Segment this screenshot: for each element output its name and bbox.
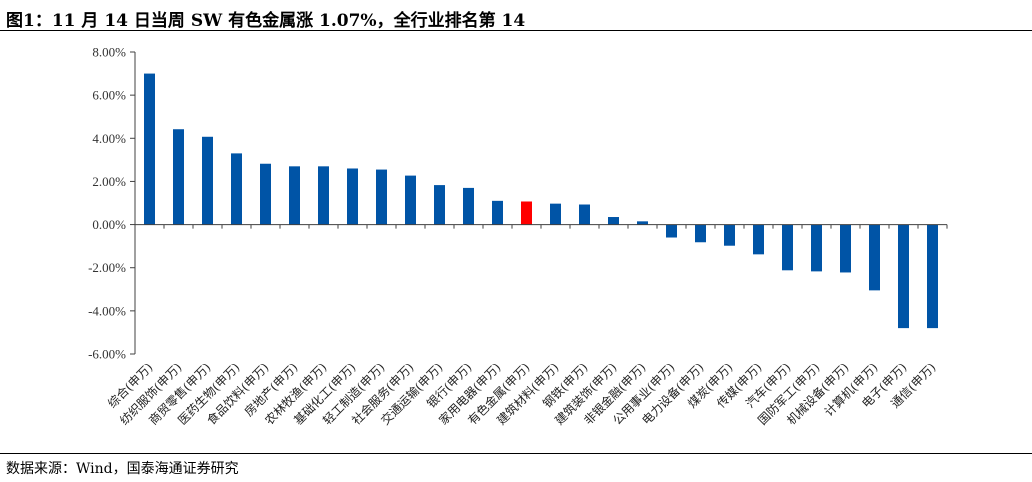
- bar: [434, 185, 445, 225]
- bar: [637, 221, 648, 225]
- bar: [927, 224, 938, 329]
- y-tick-label: -4.00%: [88, 303, 126, 318]
- bar: [753, 224, 764, 255]
- bar: [782, 224, 793, 271]
- top-divider: [0, 30, 1032, 31]
- bar: [318, 166, 329, 225]
- bar: [608, 217, 619, 225]
- x-axis: [134, 224, 948, 229]
- bar-chart: 8.00% 6.00% 4.00% 2.00% 0.00% -2.00% -4.00% -6.…: [88, 45, 948, 428]
- bar: [463, 187, 474, 225]
- y-tick-label: -2.00%: [88, 260, 126, 275]
- bar: [579, 204, 590, 225]
- bars-group: [144, 73, 938, 329]
- bar: [202, 136, 213, 225]
- category-labels: 综合(申万)纺织服饰(申万)商贸零售(申万)医药生物(申万)食品饮料(申万)房地…: [104, 360, 938, 428]
- bar: [376, 169, 387, 225]
- y-axis: 8.00% 6.00% 4.00% 2.00% 0.00% -2.00% -4.00% -6.…: [88, 45, 136, 362]
- y-tick-label: 4.00%: [92, 131, 126, 146]
- bar: [724, 224, 735, 246]
- bar: [840, 224, 851, 273]
- bar: [405, 175, 416, 225]
- bar: [144, 73, 155, 225]
- y-tick-label: 8.00%: [92, 45, 126, 60]
- bottom-divider: [0, 453, 1032, 454]
- bar: [811, 224, 822, 272]
- y-tick-label: -6.00%: [88, 347, 126, 362]
- source-note: 数据来源：Wind，国泰海通证券研究: [6, 461, 239, 477]
- bar: [289, 166, 300, 225]
- bar: [521, 201, 532, 225]
- bar: [173, 129, 184, 225]
- bar: [869, 224, 880, 291]
- bar: [347, 168, 358, 225]
- bar: [666, 224, 677, 238]
- bar: [695, 224, 706, 243]
- bar: [898, 224, 909, 329]
- bar: [550, 203, 561, 225]
- bar: [231, 153, 242, 225]
- bar: [260, 163, 271, 225]
- chart-title: 图1：11 月 14 日当周 SW 有色金属涨 1.07%，全行业排名第 14: [6, 11, 526, 31]
- y-tick-label: 0.00%: [92, 217, 126, 232]
- bar: [492, 200, 503, 225]
- y-tick-label: 6.00%: [92, 88, 126, 103]
- y-tick-label: 2.00%: [92, 174, 126, 189]
